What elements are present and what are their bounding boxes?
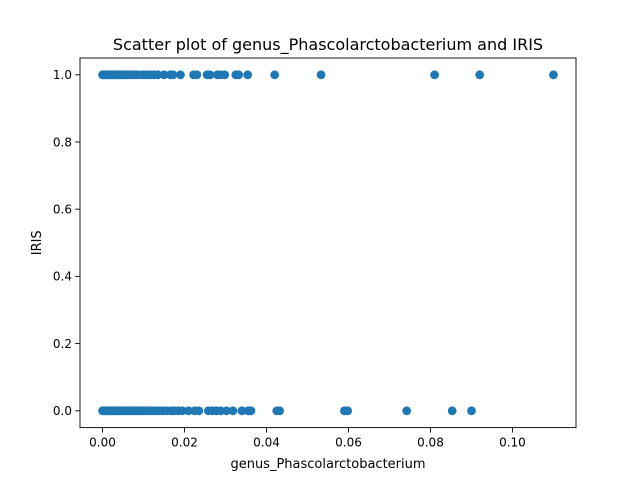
scatter-point-97 — [447, 406, 457, 416]
x-axis-ticks: 0.00 0.02 0.04 0.06 0.08 0.10 — [89, 427, 526, 450]
y-tick-label: 0.2 — [53, 337, 72, 351]
scatter-point-87 — [221, 406, 231, 416]
scatter-point-98 — [467, 406, 476, 416]
scatter-point-82 — [194, 406, 204, 416]
scatter-point-80 — [184, 406, 194, 416]
y-tick-label: 0.6 — [53, 203, 72, 217]
x-axis-label: genus_Phascolarctobacterium — [230, 457, 425, 472]
scatter-point-31 — [192, 70, 202, 80]
scatter-point-93 — [275, 406, 285, 416]
y-tick-label: 0.0 — [53, 404, 72, 418]
scatter-point-89 — [237, 406, 247, 416]
scatter-point-39 — [243, 70, 253, 80]
scatter-point-38 — [234, 70, 244, 80]
y-tick-label: 0.4 — [53, 270, 72, 284]
scatter-point-41 — [316, 70, 326, 80]
scatter-point-28 — [168, 70, 178, 80]
scatter-point-95 — [343, 406, 353, 416]
scatter-point-36 — [220, 70, 230, 80]
y-tick-label: 0.8 — [53, 135, 72, 149]
scatter-point-29 — [176, 70, 185, 80]
y-tick-label: 1.0 — [53, 68, 72, 82]
scatter-point-44 — [549, 70, 558, 80]
x-tick-label: 0.06 — [335, 436, 362, 450]
scatter-point-26 — [159, 70, 169, 80]
scatter-point-88 — [228, 406, 238, 416]
scatter-point-79 — [178, 406, 187, 416]
plot-frame — [79, 57, 577, 429]
x-tick-label: 0.02 — [171, 436, 198, 450]
scatter-point-33 — [205, 70, 215, 80]
scatter-point-25 — [153, 70, 163, 80]
x-tick-label: 0.00 — [89, 436, 116, 450]
x-tick-label: 0.10 — [499, 436, 526, 450]
points-layer — [98, 70, 558, 416]
y-axis-label: IRIS — [30, 230, 45, 255]
scatter-point-91 — [246, 406, 256, 416]
chart-title: Scatter plot of genus_Phascolarctobacter… — [113, 35, 543, 55]
x-tick-label: 0.04 — [253, 436, 280, 450]
scatter-point-42 — [430, 70, 439, 80]
scatter-point-40 — [270, 70, 280, 80]
scatter-point-96 — [402, 406, 412, 416]
y-axis-ticks: 0.0 0.2 0.4 0.6 0.8 1.0 — [53, 68, 80, 418]
scatter-point-43 — [475, 70, 485, 80]
x-tick-label: 0.08 — [417, 436, 444, 450]
